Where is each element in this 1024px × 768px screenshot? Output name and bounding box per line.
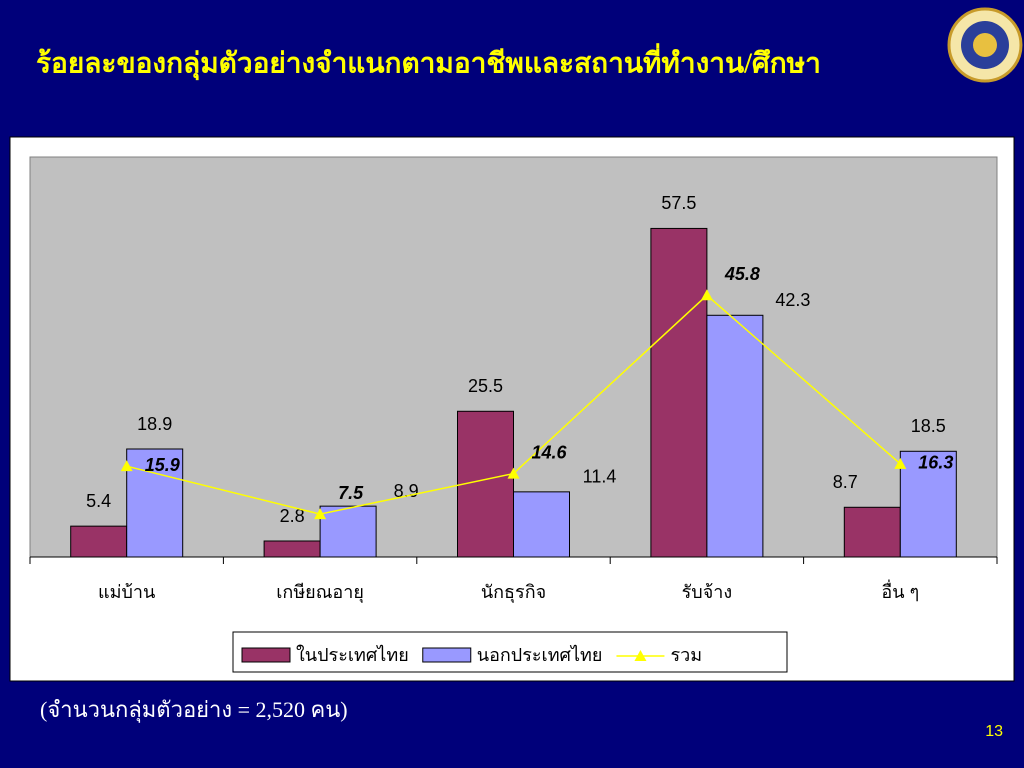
line-marker <box>314 508 327 520</box>
line-marker <box>894 457 907 469</box>
legend-label: รวม <box>670 645 702 665</box>
legend-label: ในประเทศไทย <box>296 644 409 665</box>
bar <box>650 227 708 558</box>
data-label: 25.5 <box>468 376 503 396</box>
bar <box>126 448 184 558</box>
data-label: 18.5 <box>911 416 946 436</box>
legend-label: นอกประเทศไทย <box>477 644 603 665</box>
bar <box>513 491 570 558</box>
line-marker <box>507 467 520 479</box>
data-label: 11.4 <box>583 467 617 487</box>
data-label: 42.3 <box>775 290 810 310</box>
legend-swatch <box>634 650 647 661</box>
x-tick-label: เกษียณอายุ <box>276 582 364 603</box>
legend-swatch <box>422 647 472 663</box>
line-data-label: 15.9 <box>145 455 180 475</box>
logo <box>947 7 1023 83</box>
footnote: (จำนวนกลุ่มตัวอย่าง = 2,520 คน) <box>40 697 348 723</box>
data-label: 8.9 <box>394 481 419 501</box>
bar <box>263 540 321 558</box>
line-data-label: 45.8 <box>724 264 760 284</box>
bar <box>843 506 901 558</box>
x-tick-label: นักธุรกิจ <box>481 582 546 603</box>
data-label: 5.4 <box>86 491 111 511</box>
bar <box>319 505 377 558</box>
line-data-label: 14.6 <box>532 442 568 462</box>
line-data-label: 16.3 <box>918 453 953 473</box>
line-marker <box>120 460 133 472</box>
data-label: 57.5 <box>661 193 696 213</box>
data-label: 18.9 <box>137 414 172 434</box>
x-tick-label: รับจ้าง <box>682 582 733 602</box>
line-data-label: 7.5 <box>338 483 364 503</box>
legend-items: ในประเทศไทย นอกประเทศไทย รวม <box>241 644 702 665</box>
legend-swatch <box>241 647 291 663</box>
data-label: 8.7 <box>833 472 858 492</box>
legend <box>232 631 788 673</box>
bar <box>899 450 957 558</box>
x-tick-label: แม่บ้าน <box>98 582 155 602</box>
x-tick-label: อื่น ๆ <box>881 579 919 602</box>
slide-title: ร้อยละของกลุ่มตัวอย่างจำแนกตามอาชีพและสถ… <box>36 42 821 80</box>
page-number: 13 <box>985 723 1003 740</box>
data-label: 2.8 <box>280 506 305 526</box>
plot: แม่บ้าน เกษียณอายุ นักธุรกิจ รับจ้าง อื่น ๆ 5… <box>29 193 998 603</box>
line-marker <box>700 289 713 301</box>
bar <box>457 410 514 558</box>
bar <box>706 314 764 558</box>
bar <box>70 525 128 558</box>
